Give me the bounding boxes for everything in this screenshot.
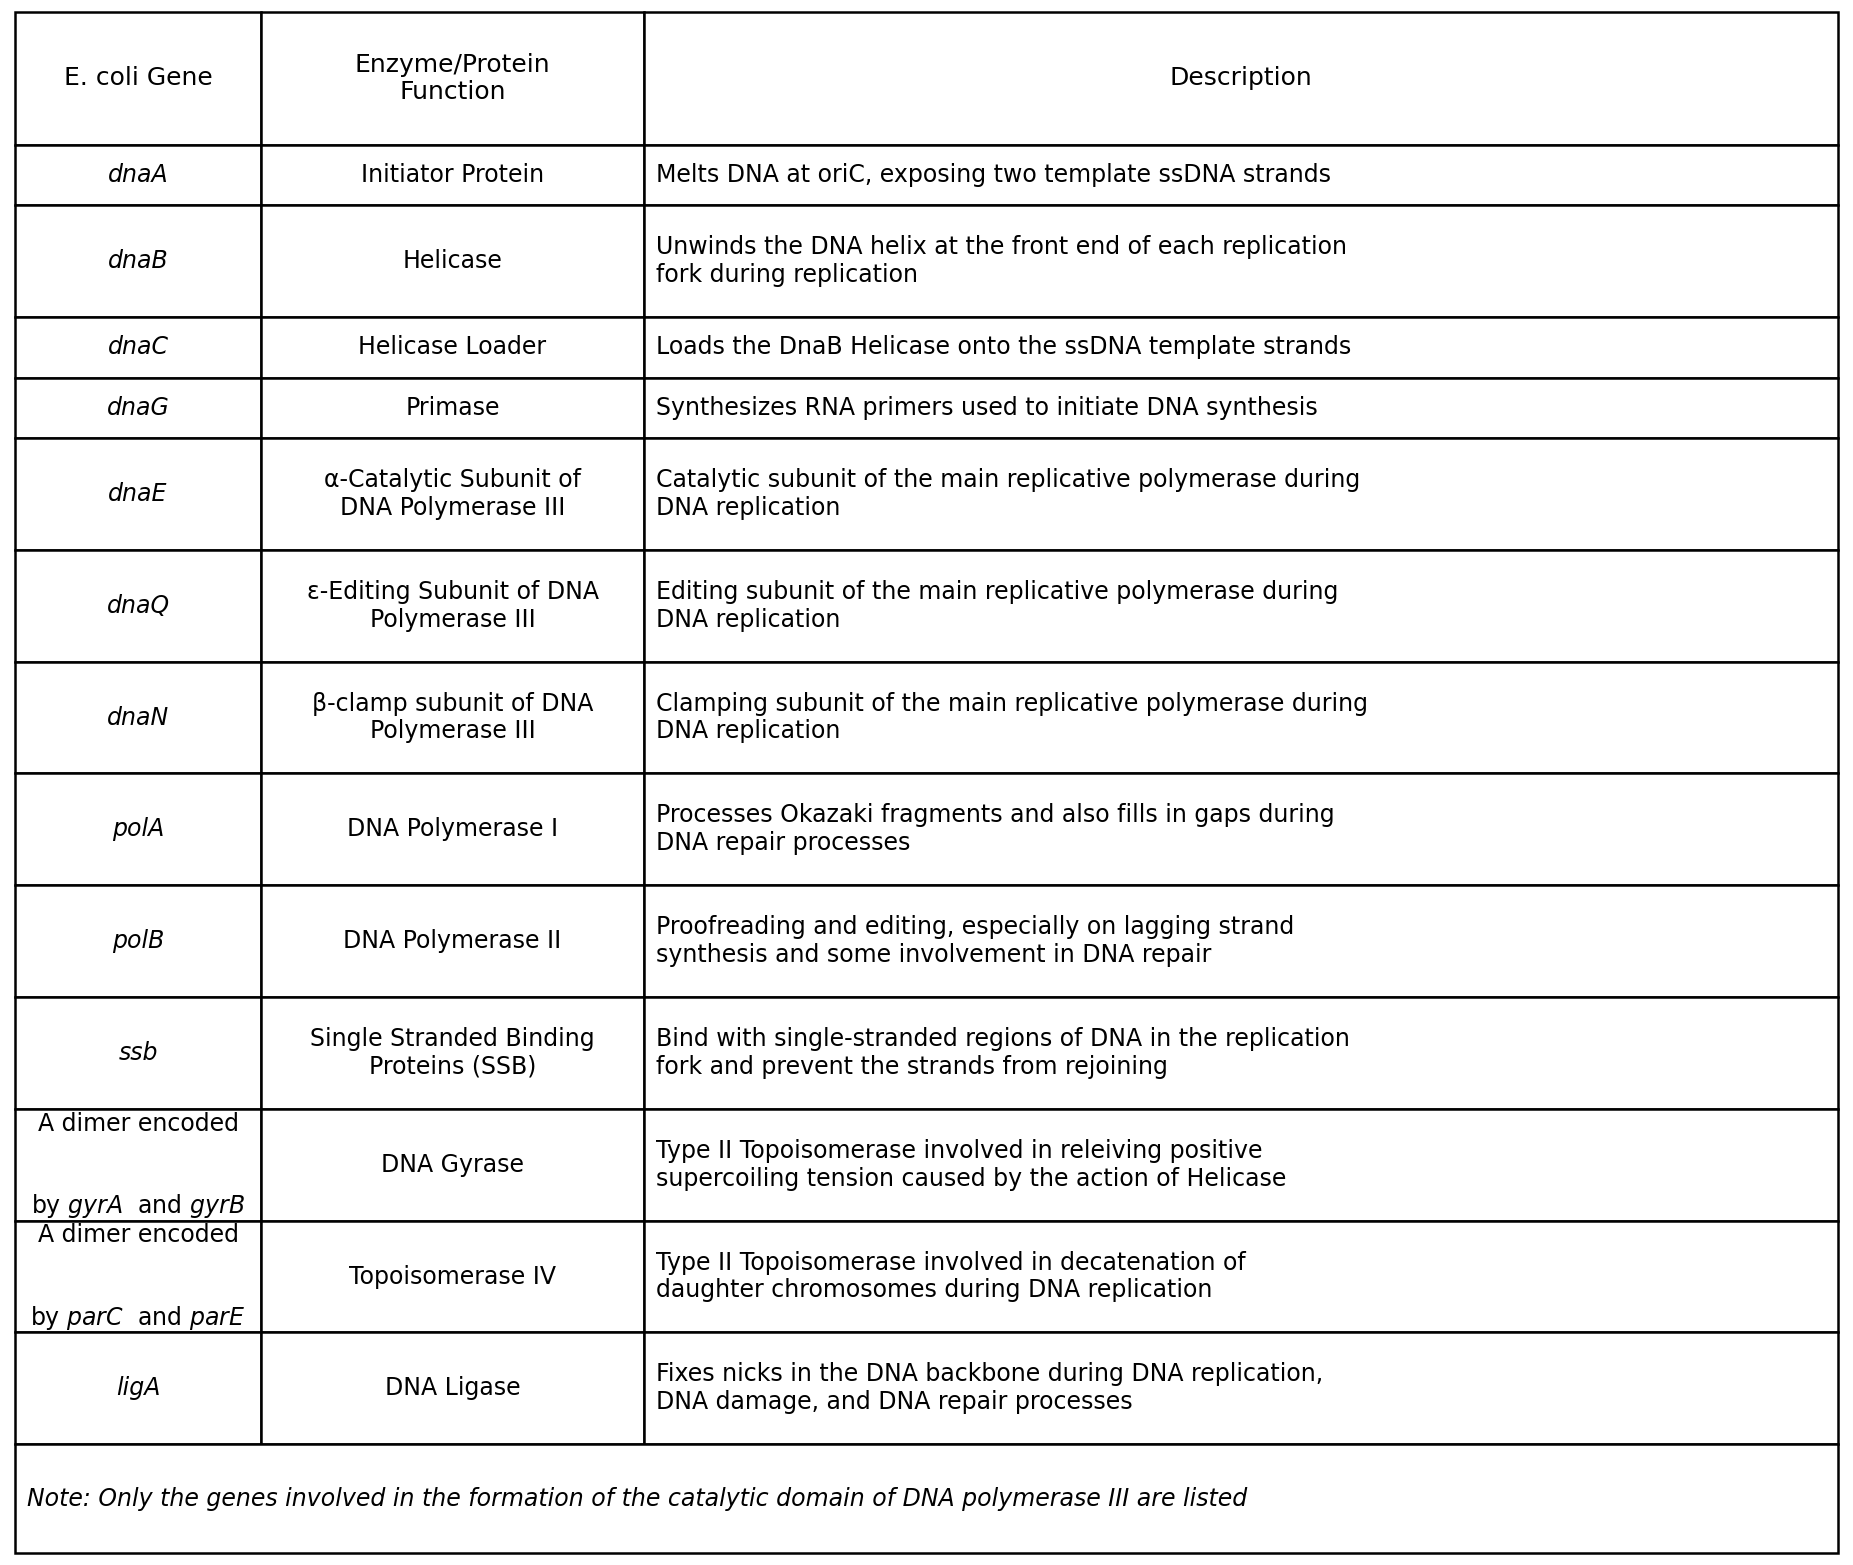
Bar [15, 146, 261, 205]
Text: β-clamp subunit of DNA
Polymerase III: β-clamp subunit of DNA Polymerase III [311, 692, 593, 743]
Text: DNA Ligase: DNA Ligase [385, 1376, 521, 1401]
Bar [645, 1332, 1838, 1444]
Bar [645, 438, 1838, 549]
Bar [645, 773, 1838, 886]
Text: Fixes nicks in the DNA backbone during DNA replication,
DNA damage, and DNA repa: Fixes nicks in the DNA backbone during D… [656, 1363, 1323, 1415]
Text: dnaE: dnaE [107, 482, 169, 505]
Bar [645, 13, 1838, 146]
Text: Initiator Protein: Initiator Protein [361, 163, 545, 188]
Bar [15, 377, 261, 438]
Text: Proofreading and editing, especially on lagging strand
synthesis and some involv: Proofreading and editing, especially on … [656, 916, 1293, 967]
Text: Bind with single-stranded regions of DNA in the replication
fork and prevent the: Bind with single-stranded regions of DNA… [656, 1027, 1349, 1078]
Text: Unwinds the DNA helix at the front end of each replication
fork during replicati: Unwinds the DNA helix at the front end o… [656, 235, 1347, 288]
Bar [645, 997, 1838, 1110]
Bar [645, 886, 1838, 997]
Text: A dimer encoded: A dimer encoded [37, 1111, 239, 1136]
Text: by $\it{gyrA}$  and $\it{gyrB}$: by $\it{gyrA}$ and $\it{gyrB}$ [32, 1193, 245, 1219]
Bar [261, 318, 645, 377]
Text: Helicase: Helicase [402, 249, 502, 274]
Text: Type II Topoisomerase involved in releiving positive
supercoiling tension caused: Type II Topoisomerase involved in releiv… [656, 1139, 1286, 1191]
Bar [261, 549, 645, 662]
Bar [15, 662, 261, 773]
Text: Primase: Primase [406, 396, 500, 419]
Bar [15, 549, 261, 662]
Bar [15, 886, 261, 997]
Bar [645, 377, 1838, 438]
Bar [645, 549, 1838, 662]
Bar [15, 773, 261, 886]
Text: dnaG: dnaG [107, 396, 169, 419]
Text: Helicase Loader: Helicase Loader [358, 335, 547, 360]
Text: Note: Only the genes involved in the formation of the catalytic domain of DNA po: Note: Only the genes involved in the for… [28, 1487, 1247, 1510]
Bar [645, 318, 1838, 377]
Bar [15, 1221, 261, 1332]
Text: DNA Gyrase: DNA Gyrase [382, 1153, 524, 1177]
Text: by $\it{parC}$  and $\it{parE}$: by $\it{parC}$ and $\it{parE}$ [30, 1304, 246, 1332]
Bar [645, 146, 1838, 205]
Text: dnaN: dnaN [107, 706, 169, 729]
Bar [261, 146, 645, 205]
Bar [15, 438, 261, 549]
Text: ssb: ssb [119, 1041, 158, 1064]
Text: Melts DNA at oriC, exposing two template ssDNA strands: Melts DNA at oriC, exposing two template… [656, 163, 1330, 188]
Bar [15, 1332, 261, 1444]
Text: Enzyme/Protein
Function: Enzyme/Protein Function [354, 53, 550, 105]
Bar [261, 438, 645, 549]
Bar [261, 1332, 645, 1444]
Bar [261, 997, 645, 1110]
Text: polA: polA [111, 817, 165, 842]
Text: A dimer encoded: A dimer encoded [37, 1224, 239, 1247]
Bar [15, 13, 261, 146]
Bar [261, 1110, 645, 1221]
Bar [645, 1221, 1838, 1332]
Text: dnaA: dnaA [107, 163, 169, 188]
Text: Editing subunit of the main replicative polymerase during
DNA replication: Editing subunit of the main replicative … [656, 581, 1338, 632]
Text: dnaQ: dnaQ [106, 593, 170, 618]
Text: dnaB: dnaB [107, 249, 169, 274]
Bar [261, 1221, 645, 1332]
Text: Loads the DnaB Helicase onto the ssDNA template strands: Loads the DnaB Helicase onto the ssDNA t… [656, 335, 1351, 360]
Bar [261, 886, 645, 997]
Bar [261, 377, 645, 438]
Bar [261, 662, 645, 773]
Text: α-Catalytic Subunit of
DNA Polymerase III: α-Catalytic Subunit of DNA Polymerase II… [324, 468, 582, 520]
Bar [15, 318, 261, 377]
Bar [261, 773, 645, 886]
Text: E. coli Gene: E. coli Gene [63, 66, 213, 91]
Text: ligA: ligA [117, 1376, 159, 1401]
Text: DNA Polymerase II: DNA Polymerase II [343, 930, 561, 953]
Bar [261, 205, 645, 318]
Text: Topoisomerase IV: Topoisomerase IV [348, 1265, 556, 1288]
Text: Single Stranded Binding
Proteins (SSB): Single Stranded Binding Proteins (SSB) [309, 1027, 595, 1078]
Bar [645, 205, 1838, 318]
Bar [645, 1110, 1838, 1221]
Text: Synthesizes RNA primers used to initiate DNA synthesis: Synthesizes RNA primers used to initiate… [656, 396, 1317, 419]
Text: Description: Description [1169, 66, 1312, 91]
Text: polB: polB [111, 930, 165, 953]
Text: ε-Editing Subunit of DNA
Polymerase III: ε-Editing Subunit of DNA Polymerase III [306, 581, 599, 632]
Text: Type II Topoisomerase involved in decatenation of
daughter chromosomes during DN: Type II Topoisomerase involved in decate… [656, 1250, 1245, 1302]
Bar [15, 205, 261, 318]
Text: Catalytic subunit of the main replicative polymerase during
DNA replication: Catalytic subunit of the main replicativ… [656, 468, 1360, 520]
Bar [15, 1444, 1838, 1552]
Text: DNA Polymerase I: DNA Polymerase I [347, 817, 558, 842]
Bar [15, 997, 261, 1110]
Bar [645, 662, 1838, 773]
Bar [261, 13, 645, 146]
Text: dnaC: dnaC [107, 335, 169, 360]
Bar [15, 1110, 261, 1221]
Text: Processes Okazaki fragments and also fills in gaps during
DNA repair processes: Processes Okazaki fragments and also fil… [656, 803, 1334, 854]
Text: Clamping subunit of the main replicative polymerase during
DNA replication: Clamping subunit of the main replicative… [656, 692, 1368, 743]
